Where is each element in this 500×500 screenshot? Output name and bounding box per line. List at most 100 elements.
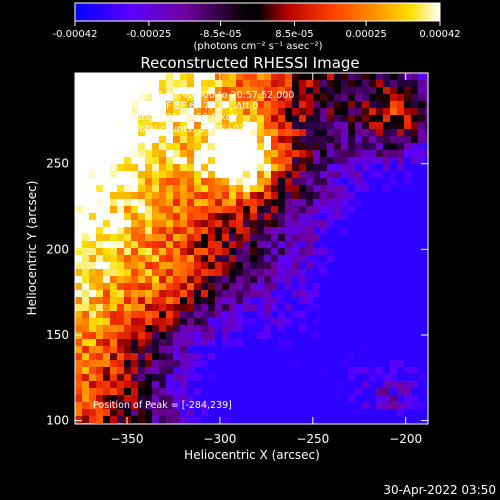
heatmap-cell: [159, 122, 167, 130]
heatmap-cell: [362, 381, 370, 389]
heatmap-cell: [124, 325, 132, 333]
heatmap-cell: [152, 122, 160, 130]
heatmap-cell: [306, 262, 314, 270]
heatmap-cell: [187, 178, 195, 186]
heatmap-cell: [138, 353, 146, 361]
heatmap-cell: [180, 234, 188, 242]
heatmap-cell: [397, 241, 405, 249]
heatmap-cell: [376, 80, 384, 88]
heatmap-cell: [236, 353, 244, 361]
heatmap-cell: [75, 220, 83, 228]
heatmap-cell: [341, 178, 349, 186]
heatmap-cell: [131, 339, 139, 347]
heatmap-cell: [166, 367, 174, 375]
heatmap-cell: [124, 213, 132, 221]
heatmap-cell: [201, 318, 209, 326]
heatmap-cell: [278, 332, 286, 340]
heatmap-cell: [292, 304, 300, 312]
heatmap-cell: [138, 108, 146, 116]
heatmap-cell: [131, 304, 139, 312]
heatmap-cell: [82, 206, 90, 214]
heatmap-cell: [362, 325, 370, 333]
heatmap-cell: [355, 213, 363, 221]
heatmap-cell: [131, 227, 139, 235]
heatmap-cell: [383, 227, 391, 235]
heatmap-cell: [145, 73, 153, 81]
heatmap-cell: [313, 143, 321, 151]
heatmap-cell: [334, 360, 342, 368]
heatmap-cell: [208, 122, 216, 130]
heatmap-cell: [215, 290, 223, 298]
heatmap-cell: [75, 311, 83, 319]
heatmap-cell: [369, 206, 377, 214]
heatmap-cell: [369, 164, 377, 172]
heatmap-cell: [236, 178, 244, 186]
heatmap-cell: [124, 332, 132, 340]
heatmap-cell: [369, 115, 377, 123]
heatmap-cell: [82, 297, 90, 305]
heatmap-cell: [215, 220, 223, 228]
heatmap-cell: [117, 276, 125, 284]
heatmap-cell: [348, 290, 356, 298]
heatmap-cell: [264, 395, 272, 403]
heatmap-cell: [404, 290, 412, 298]
heatmap-cell: [376, 325, 384, 333]
heatmap-cell: [313, 164, 321, 172]
heatmap-cell: [201, 332, 209, 340]
heatmap-cell: [257, 346, 265, 354]
heatmap-cell: [271, 360, 279, 368]
heatmap-cell: [264, 220, 272, 228]
heatmap-cell: [124, 87, 132, 95]
heatmap-cell: [418, 234, 426, 242]
heatmap-cell: [271, 136, 279, 144]
heatmap-cell: [390, 318, 398, 326]
y-axis-label: Heliocentric Y (arcsec): [25, 181, 39, 316]
heatmap-cell: [117, 269, 125, 277]
heatmap-cell: [229, 276, 237, 284]
heatmap-cell: [194, 367, 202, 375]
heatmap-cell: [159, 409, 167, 417]
heatmap-cell: [173, 304, 181, 312]
heatmap-cell: [117, 87, 125, 95]
heatmap-cell: [369, 234, 377, 242]
heatmap-cell: [138, 304, 146, 312]
heatmap-cell: [397, 164, 405, 172]
heatmap-cell: [257, 402, 265, 410]
heatmap-cell: [222, 283, 230, 291]
heatmap-cell: [404, 206, 412, 214]
heatmap-cell: [89, 304, 97, 312]
heatmap-cell: [194, 381, 202, 389]
heatmap-cell: [173, 283, 181, 291]
heatmap-cell: [369, 185, 377, 193]
heatmap-cell: [341, 262, 349, 270]
heatmap-cell: [320, 206, 328, 214]
heatmap-cell: [264, 94, 272, 102]
heatmap-cell: [257, 255, 265, 263]
heatmap-cell: [117, 108, 125, 116]
heatmap-cell: [390, 269, 398, 277]
heatmap-cell: [341, 255, 349, 263]
heatmap-cell: [369, 318, 377, 326]
heatmap-cell: [383, 206, 391, 214]
heatmap-cell: [194, 353, 202, 361]
heatmap-cell: [201, 269, 209, 277]
heatmap-cell: [236, 325, 244, 333]
heatmap-cell: [418, 262, 426, 270]
heatmap-cell: [264, 290, 272, 298]
heatmap-cell: [215, 199, 223, 207]
heatmap-cell: [383, 213, 391, 221]
heatmap-cell: [138, 248, 146, 256]
heatmap-cell: [96, 157, 104, 165]
heatmap-cell: [96, 192, 104, 200]
heatmap-cell: [341, 269, 349, 277]
heatmap-cell: [271, 101, 279, 109]
heatmap-cell: [383, 115, 391, 123]
heatmap-cell: [292, 388, 300, 396]
heatmap-cell: [278, 353, 286, 361]
heatmap-cell: [404, 318, 412, 326]
heatmap-cell: [187, 143, 195, 151]
heatmap-cell: [103, 409, 111, 417]
heatmap-cell: [257, 206, 265, 214]
heatmap-cell: [110, 192, 118, 200]
heatmap-cell: [292, 311, 300, 319]
